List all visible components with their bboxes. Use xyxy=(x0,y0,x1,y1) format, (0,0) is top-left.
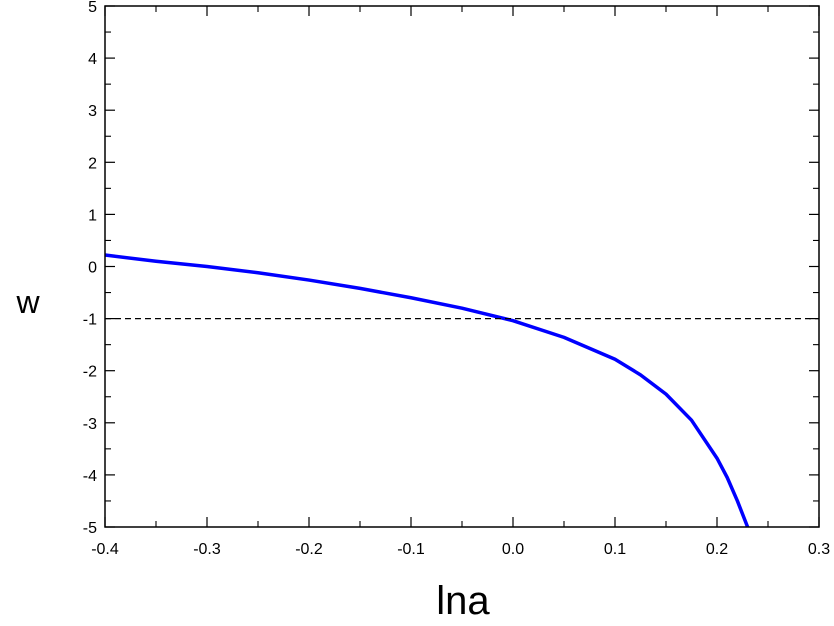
series-line xyxy=(104,253,750,528)
x-tick-label: -0.1 xyxy=(397,541,425,558)
y-tick-label: -4 xyxy=(83,468,97,485)
y-tick-label: 4 xyxy=(88,51,97,68)
y-tick-label: 3 xyxy=(88,103,97,120)
y-tick-label: -3 xyxy=(83,416,97,433)
y-tick-label: 2 xyxy=(88,155,97,172)
y-tick-label: -1 xyxy=(83,312,97,329)
x-axis-label: lna xyxy=(436,579,490,621)
x-tick-label: 0.1 xyxy=(604,541,626,558)
tick-layer: -0.4 -0.3 -0.2 -0.1 0.0 0.1 0.2 0.3 -5 -4 -3 -2 -1 0 1… xyxy=(83,0,830,558)
x-tick-label: -0.3 xyxy=(193,541,221,558)
y-tick-label: 1 xyxy=(88,207,97,224)
y-tick-label: -5 xyxy=(83,520,97,537)
y-tick-label: 5 xyxy=(88,0,97,16)
x-tick-label: 0.3 xyxy=(808,541,830,558)
x-tick-label: 0.0 xyxy=(502,541,524,558)
y-tick-label: -2 xyxy=(83,364,97,381)
x-tick-label: -0.2 xyxy=(295,541,323,558)
x-tick-label: 0.2 xyxy=(706,541,728,558)
x-tick-label: -0.4 xyxy=(91,541,119,558)
series-layer xyxy=(104,253,819,528)
plot-frame xyxy=(104,5,820,528)
y-tick-label: 0 xyxy=(88,260,97,277)
y-axis-label: w xyxy=(15,284,40,320)
